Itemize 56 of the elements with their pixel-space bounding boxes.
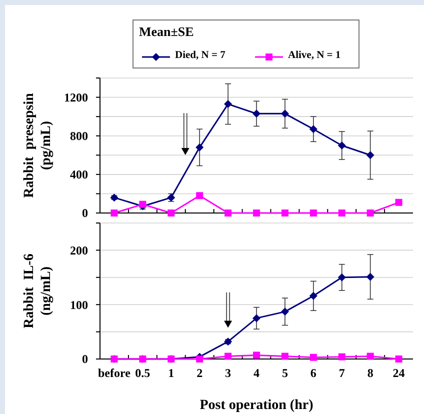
point [366, 352, 374, 360]
point [310, 354, 317, 361]
point [253, 352, 260, 359]
point [309, 125, 318, 134]
point [281, 352, 288, 360]
point [196, 356, 204, 362]
x-axis-title: Post operation (hr) [200, 398, 314, 413]
legend-label: Alive, N = 1 [288, 50, 341, 62]
x-tick-label: 4 [254, 366, 260, 380]
point [281, 210, 288, 216]
point [110, 210, 118, 216]
point [196, 143, 204, 152]
point [366, 272, 374, 281]
x-tick-label: 7 [338, 366, 345, 380]
point [395, 198, 402, 206]
y-tick-label: 800 [70, 129, 88, 144]
point [110, 194, 118, 202]
y-tick-label: 1200 [64, 90, 88, 104]
x-tick-label: 0.5 [135, 366, 150, 380]
point [395, 356, 402, 362]
point [338, 273, 346, 282]
point [338, 210, 346, 216]
y-tick-label: 400 [70, 168, 88, 182]
y-axis-title: Rabbit presepsin (pg/mL) [22, 92, 54, 198]
point [338, 142, 346, 150]
legend-title: Mean±SE [139, 24, 194, 39]
point [280, 110, 289, 118]
point [366, 151, 374, 160]
y-tick-label: 0 [82, 206, 88, 220]
point [338, 353, 346, 360]
point [224, 100, 232, 108]
point [252, 110, 260, 118]
y-tick-label: 0 [82, 352, 88, 366]
y-axis-title: Rabbit IL-6 (ng/mL) [22, 254, 54, 328]
point [253, 210, 260, 216]
x-tick-label: 3 [225, 366, 232, 380]
point [310, 210, 317, 216]
point [309, 292, 318, 300]
legend-label: Died, N = 7 [175, 50, 226, 62]
x-tick-label: before [98, 366, 132, 380]
x-tick-label: 6 [310, 366, 316, 380]
y-tick-label: 100 [70, 298, 88, 312]
point [168, 210, 175, 216]
x-tick-label: 1 [168, 366, 174, 380]
x-tick-label: 2 [196, 366, 203, 380]
point [366, 210, 374, 216]
x-tick-label: 24 [392, 366, 405, 380]
y-tick-label: 200 [70, 243, 88, 258]
point [280, 308, 289, 316]
point [224, 210, 232, 216]
point [252, 314, 260, 322]
point [196, 192, 204, 200]
x-tick-label: 5 [282, 366, 288, 380]
x-tick-label: 8 [367, 366, 374, 380]
point [139, 200, 146, 208]
point [224, 352, 232, 360]
